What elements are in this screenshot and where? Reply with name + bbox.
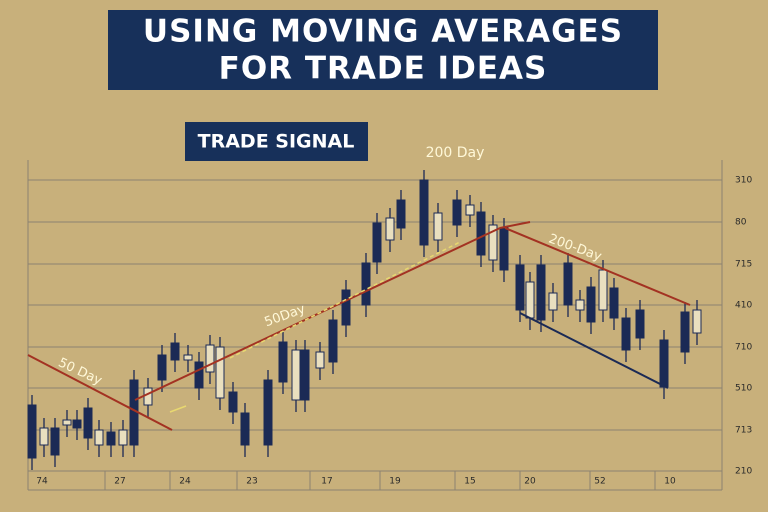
candle-body: [433, 212, 443, 241]
candle-body: [659, 339, 669, 388]
candle-body: [476, 211, 486, 256]
y-axis-label: 310: [735, 176, 752, 186]
x-axis-label: 20: [524, 477, 536, 487]
candle-body: [396, 199, 406, 229]
x-axis-label: 24: [179, 477, 191, 487]
y-axis-label: 710: [735, 343, 752, 353]
x-axis-label: 52: [594, 477, 605, 487]
candle-body: [39, 427, 49, 446]
y-axis-label: 715: [735, 260, 752, 270]
candle-body: [143, 387, 153, 406]
candle-body: [215, 346, 225, 399]
title-box: [108, 10, 658, 90]
candle-body: [361, 262, 371, 306]
candle-body: [157, 354, 167, 381]
badge-box: [185, 122, 368, 161]
candle-body: [598, 269, 608, 311]
candle-body: [278, 341, 288, 383]
candle-body: [50, 427, 60, 456]
candle-body: [635, 309, 645, 339]
candle-body: [300, 349, 310, 401]
candle-body: [94, 429, 104, 446]
candle-body: [525, 281, 535, 319]
ma-line: [519, 312, 669, 389]
x-axis-label: 23: [246, 477, 257, 487]
candle-body: [680, 311, 690, 353]
candle-body: [328, 319, 338, 363]
candle-body: [240, 412, 250, 446]
candle-body: [72, 419, 82, 429]
candle-body: [385, 217, 395, 241]
candle-body: [228, 391, 238, 413]
x-axis-label: 15: [464, 477, 475, 487]
candle-body: [194, 361, 204, 389]
candle-body: [536, 264, 546, 321]
candle-body: [419, 179, 429, 246]
candle-body: [291, 349, 301, 401]
moving-averages: [27, 221, 691, 431]
signal-arrow: [169, 405, 187, 413]
candles: [27, 170, 702, 470]
candle-body: [465, 204, 475, 216]
candle-body: [563, 262, 573, 306]
candle-body: [488, 224, 498, 261]
x-axis-label: 19: [389, 477, 401, 487]
title-line: USING MOVING AVERAGES: [143, 14, 623, 50]
y-axis-label: 80: [735, 218, 747, 228]
ma-line: [504, 227, 691, 306]
candle-body: [372, 222, 382, 263]
candle-body: [263, 379, 273, 446]
candle-body: [499, 227, 509, 271]
candle-body: [609, 287, 619, 319]
candle-body: [27, 404, 37, 459]
x-axis-label: 74: [36, 477, 48, 487]
ma-line: [499, 221, 531, 229]
candle-body: [170, 342, 180, 361]
y-axis-label: 210: [735, 467, 752, 477]
candle-body: [452, 199, 462, 226]
x-axis-label: 10: [664, 477, 676, 487]
signal-line: [229, 241, 461, 359]
badge-text: TRADE SIGNAL: [198, 131, 355, 153]
candle-body: [575, 299, 585, 311]
y-axis-label: 713: [735, 426, 752, 436]
candle-body: [118, 429, 128, 446]
candle-body: [106, 431, 116, 446]
candle-body: [183, 354, 193, 361]
title-line: FOR TRADE IDEAS: [219, 51, 548, 87]
candle-body: [62, 419, 72, 426]
candle-body: [586, 286, 596, 323]
annotation: 200 Day: [426, 145, 485, 161]
candle-body: [548, 292, 558, 311]
candle-body: [341, 289, 351, 326]
candle-body: [621, 317, 631, 351]
y-axis-label: 510: [735, 384, 752, 394]
ma-line: [27, 354, 173, 431]
candle-body: [205, 344, 215, 373]
candle-body: [315, 351, 325, 369]
candle-body: [692, 309, 702, 334]
x-axis-label: 17: [321, 477, 332, 487]
candle-body: [515, 264, 525, 311]
ma-line: [134, 227, 501, 401]
y-axis-label: 410: [735, 301, 752, 311]
x-axis-label: 27: [114, 477, 125, 487]
candle-body: [83, 407, 93, 439]
